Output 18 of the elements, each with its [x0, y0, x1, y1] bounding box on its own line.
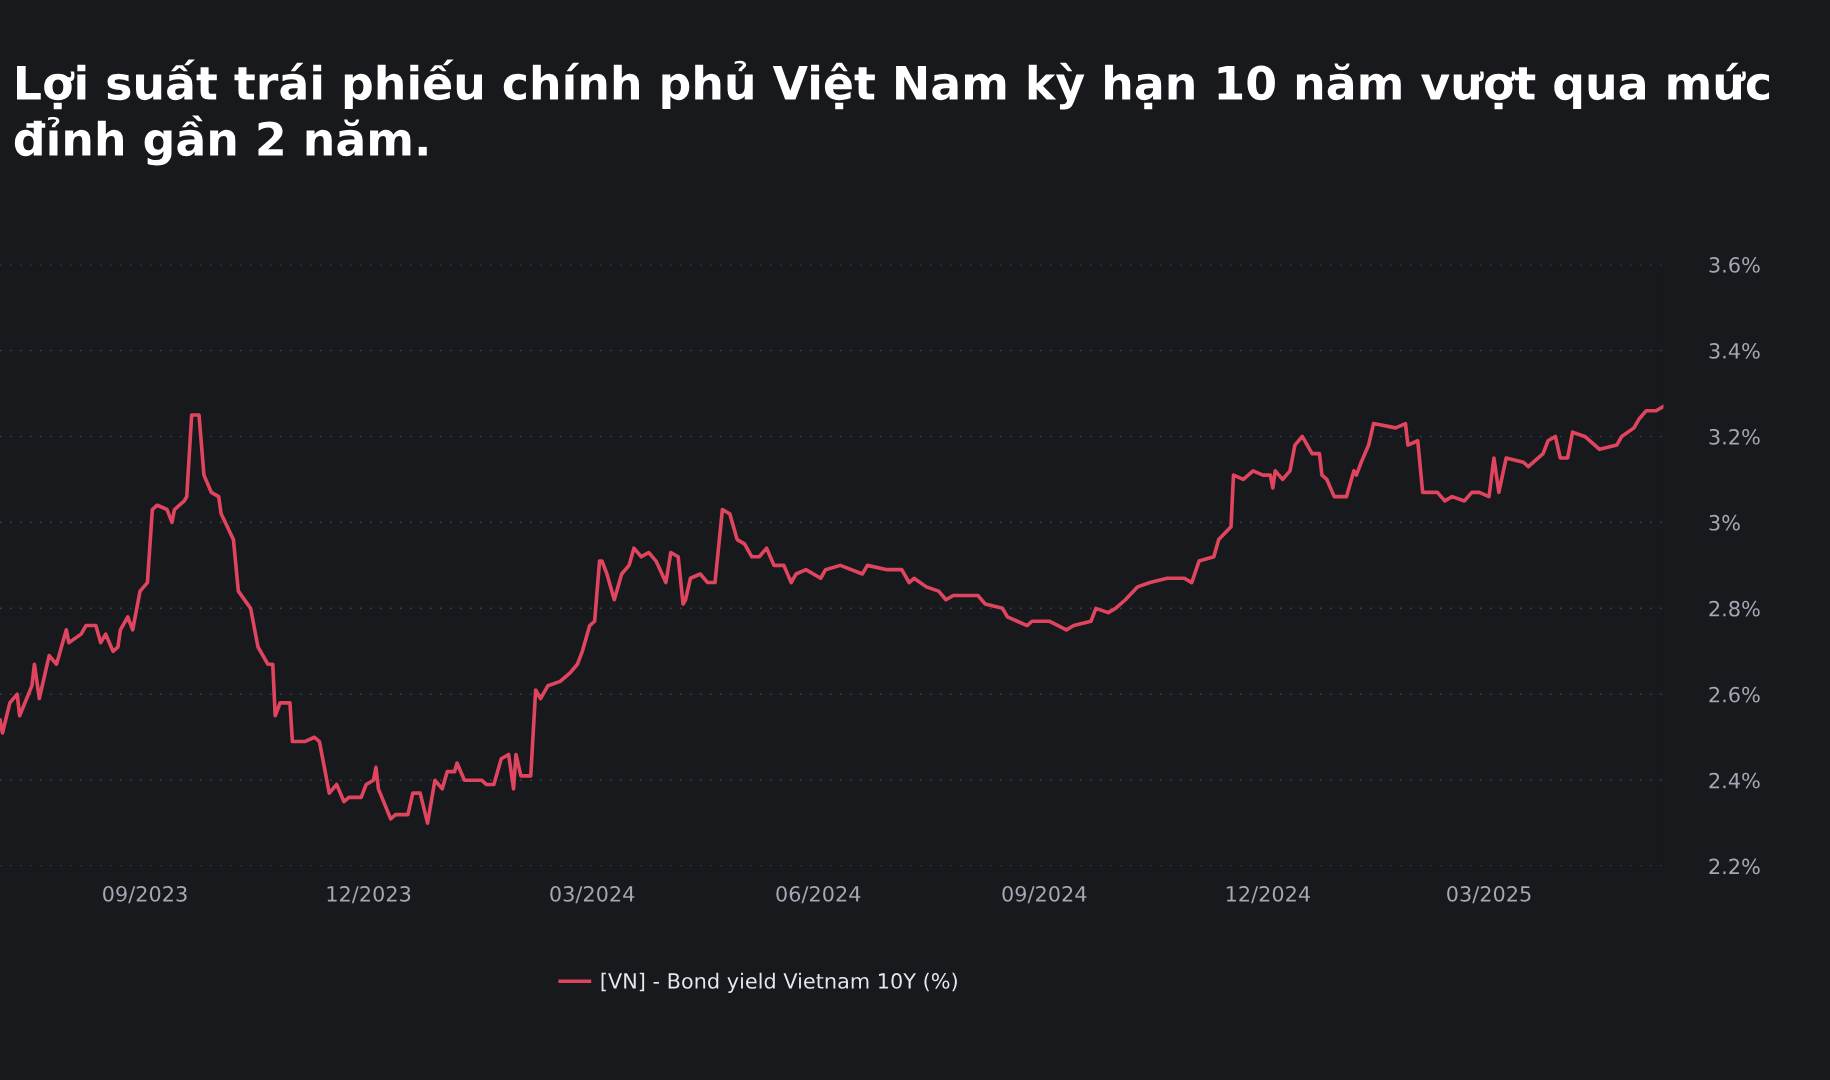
y-tick-label: 2.2% [1709, 858, 1760, 875]
y-tick-label: 3.4% [1709, 342, 1760, 359]
line-series [0, 404, 1664, 825]
x-tick-label: 12/2023 [327, 885, 411, 904]
x-tick-label: 03/2025 [1447, 885, 1531, 904]
y-tick-label: 3.2% [1709, 428, 1760, 445]
x-tick-label: 12/2024 [1226, 885, 1310, 904]
chart-title: Lợi suất trái phiếu chính phủ Việt Nam kỳ hạn 10 năm vượt qua mức đỉnh gần 2 năm. [14, 59, 1770, 166]
y-tick-label: 2.6% [1709, 686, 1760, 703]
x-tick-label: 06/2024 [776, 885, 861, 904]
legend-label: [VN] - Bond yield Vietnam 10Y (%) [601, 972, 957, 993]
x-tick-label: 03/2024 [550, 885, 635, 904]
x-tick-label: 09/2024 [1002, 885, 1087, 904]
y-tick-label: 3.6% [1709, 257, 1760, 273]
y-tick-label: 2.4% [1709, 772, 1760, 789]
y-tick-label: 3% [1709, 514, 1740, 531]
y-tick-label: 2.8% [1709, 600, 1760, 617]
x-tick-label: 09/2023 [103, 885, 187, 904]
